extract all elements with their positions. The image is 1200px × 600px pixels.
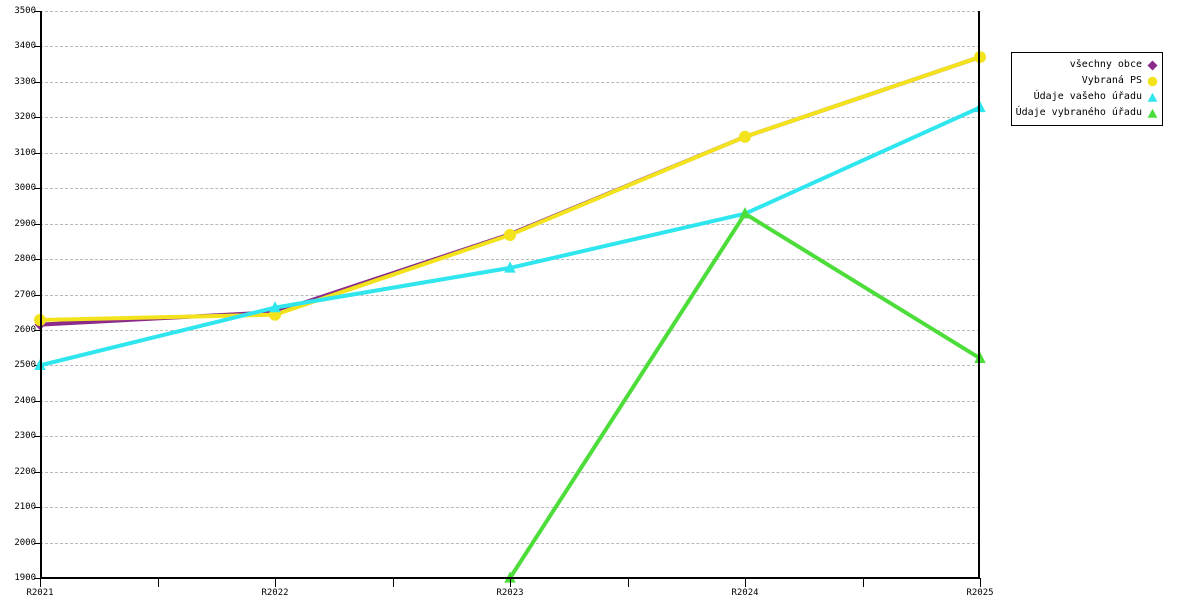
series-line bbox=[38, 55, 982, 327]
series-data-point bbox=[739, 130, 751, 143]
gridline bbox=[40, 507, 980, 509]
y-axis-tick-label: 2600 bbox=[14, 324, 36, 335]
y-axis-tick bbox=[34, 117, 41, 119]
x-axis-minor-tick bbox=[862, 578, 864, 587]
y-axis-tick-label: 2800 bbox=[14, 254, 36, 265]
x-axis-tick-label: R2025 bbox=[966, 588, 994, 598]
x-axis-minor-tick bbox=[157, 578, 159, 587]
gridline bbox=[40, 188, 980, 190]
right-axis-line bbox=[978, 11, 980, 578]
y-axis-tick bbox=[34, 400, 41, 402]
y-axis-tick-label: 1900 bbox=[14, 573, 36, 583]
gridline bbox=[40, 259, 980, 261]
y-axis-tick bbox=[34, 11, 41, 12]
y-axis-tick-label: 2000 bbox=[14, 537, 36, 548]
y-axis-tick-label: 3400 bbox=[14, 41, 36, 52]
series-data-point bbox=[974, 51, 986, 64]
y-axis-tick-label: 2700 bbox=[14, 289, 36, 300]
x-axis-tick bbox=[980, 578, 981, 587]
triangle-marker-icon bbox=[1147, 92, 1158, 103]
series-data-point bbox=[739, 207, 751, 219]
plot-area bbox=[34, 11, 986, 583]
y-axis-tick bbox=[34, 542, 41, 544]
y-axis-tick bbox=[34, 152, 41, 154]
x-axis-tick-label: R2022 bbox=[261, 588, 289, 598]
y-axis-tick bbox=[34, 188, 41, 190]
legend-item-label: Údaje vašeho úřadu bbox=[1033, 91, 1142, 102]
y-axis-tick bbox=[34, 507, 41, 509]
series-data-point bbox=[504, 261, 516, 273]
triangle-marker-icon bbox=[1147, 108, 1158, 119]
y-axis-tick-label: 3300 bbox=[14, 76, 36, 87]
y-axis-tick-label: 2300 bbox=[14, 431, 36, 442]
circle-marker-icon bbox=[1147, 76, 1158, 87]
series-data-point bbox=[974, 351, 986, 363]
x-axis-tick-label: R2023 bbox=[496, 588, 524, 598]
x-axis-tick bbox=[510, 578, 511, 587]
gridline bbox=[40, 81, 980, 83]
legend-item-label: Vybraná PS bbox=[1081, 75, 1142, 86]
legend-item-1[interactable]: Vybraná PS bbox=[1016, 73, 1158, 89]
legend-item-2[interactable]: Údaje vašeho úřadu bbox=[1016, 89, 1158, 105]
x-axis-minor-tick bbox=[392, 578, 394, 587]
x-axis-tick bbox=[40, 578, 41, 587]
y-axis-tick-label: 2900 bbox=[14, 218, 36, 229]
y-axis-tick-label: 2200 bbox=[14, 466, 36, 477]
diamond-marker-icon bbox=[1147, 60, 1158, 71]
gridline bbox=[40, 436, 980, 438]
gridline bbox=[40, 294, 980, 296]
y-axis-tick bbox=[34, 259, 41, 261]
y-axis-tick-label: 3500 bbox=[14, 6, 36, 16]
legend-item-label: Údaje vybraného úřadu bbox=[1015, 107, 1142, 118]
series-layer bbox=[34, 51, 986, 583]
series-data-point bbox=[974, 100, 986, 113]
gridline bbox=[40, 400, 980, 402]
y-axis-tick bbox=[34, 436, 41, 438]
gridline bbox=[40, 152, 980, 154]
y-axis-tick bbox=[34, 294, 41, 296]
x-axis-tick-label: R2024 bbox=[731, 588, 759, 598]
series-data-point bbox=[504, 228, 516, 241]
x-axis-tick bbox=[275, 578, 276, 587]
series-data-point bbox=[269, 301, 281, 313]
y-axis-tick bbox=[34, 329, 41, 331]
x-axis-tick-label: R2021 bbox=[26, 588, 54, 598]
y-axis-tick-label: 3200 bbox=[14, 112, 36, 123]
gridline bbox=[40, 117, 980, 119]
gridline bbox=[40, 542, 980, 544]
y-axis-tick bbox=[34, 46, 41, 48]
y-axis-tick-label: 2500 bbox=[14, 360, 36, 371]
y-axis-tick-label: 2400 bbox=[14, 395, 36, 406]
legend-item-3[interactable]: Údaje vybraného úřadu bbox=[1016, 105, 1158, 121]
y-axis-tick bbox=[34, 578, 41, 579]
gridline bbox=[40, 11, 980, 12]
y-axis-line bbox=[40, 11, 42, 578]
gridline bbox=[40, 223, 980, 225]
y-axis-tick bbox=[34, 223, 41, 225]
y-axis-tick-label: 2100 bbox=[14, 502, 36, 513]
legend-item-0[interactable]: všechny obce bbox=[1016, 57, 1158, 73]
y-axis-tick-label: 3000 bbox=[14, 183, 36, 194]
gridline bbox=[40, 329, 980, 331]
y-axis-tick bbox=[34, 471, 41, 473]
x-axis-minor-tick bbox=[627, 578, 629, 587]
gridline bbox=[40, 46, 980, 48]
y-axis-tick bbox=[34, 81, 41, 83]
x-axis-tick bbox=[745, 578, 746, 587]
legend-item-label: všechny obce bbox=[1069, 59, 1142, 70]
gridline bbox=[40, 365, 980, 367]
chart-legend: všechny obce Vybraná PS Údaje vašeho úřadu… bbox=[1011, 52, 1163, 126]
series-line bbox=[38, 55, 982, 323]
series-line bbox=[508, 211, 982, 580]
gridline bbox=[40, 471, 980, 473]
y-axis-tick-label: 3100 bbox=[14, 147, 36, 158]
